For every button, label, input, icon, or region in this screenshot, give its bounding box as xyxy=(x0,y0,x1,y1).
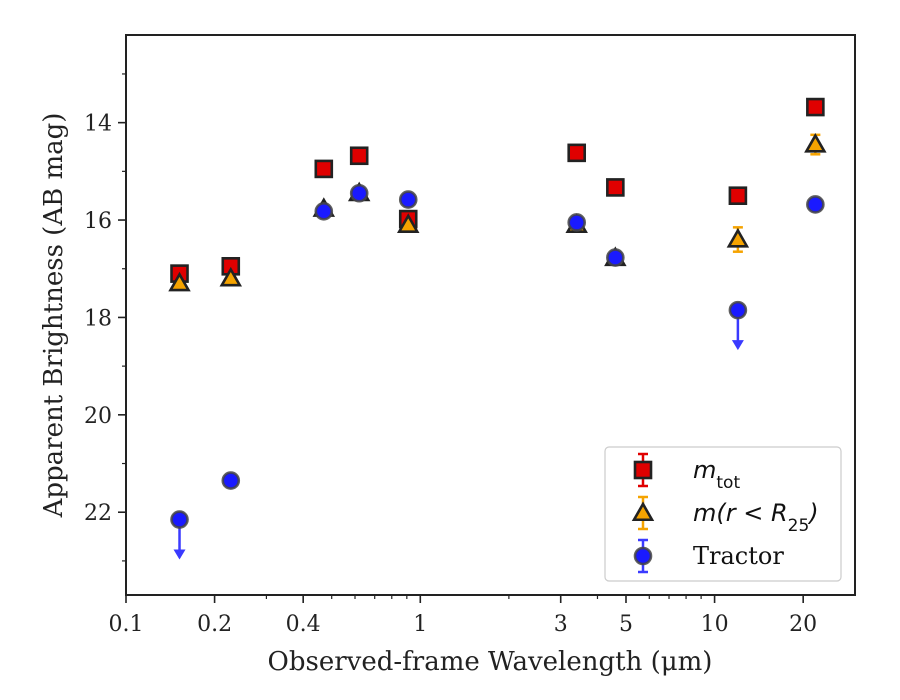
plot-marks xyxy=(168,97,827,560)
upper-limit-arrowhead xyxy=(731,340,744,351)
data-point xyxy=(726,226,750,253)
square-marker xyxy=(806,97,825,117)
triangle-marker xyxy=(631,501,655,522)
data-point xyxy=(349,146,369,166)
triangle-marker xyxy=(726,227,750,248)
circle-marker xyxy=(398,190,418,209)
data-point xyxy=(168,271,191,292)
circle-marker xyxy=(567,213,587,232)
legend: mtot m(r < R25) Tractor xyxy=(604,446,842,582)
y-axis-title: Apparent Brightness (AB mag) xyxy=(39,113,69,519)
circle-marker xyxy=(314,201,334,221)
data-point xyxy=(398,190,418,209)
legend-label: Tractor xyxy=(693,542,784,570)
data-point xyxy=(606,178,625,197)
data-point xyxy=(728,186,748,205)
square-marker xyxy=(567,143,587,163)
x-axis: 0.1 0.2 0.4 1 3 5 10 20 xyxy=(109,595,817,637)
data-point xyxy=(567,143,587,163)
square-marker xyxy=(633,460,653,480)
circle-marker xyxy=(221,471,241,490)
data-point xyxy=(219,266,243,287)
square-marker xyxy=(728,186,748,205)
x-tick-label: 5 xyxy=(619,612,633,637)
circle-marker xyxy=(728,300,748,320)
data-point xyxy=(806,195,825,214)
circle-marker xyxy=(170,510,189,529)
triangle-marker xyxy=(168,271,191,292)
legend-label: mtot xyxy=(693,456,740,493)
circle-marker xyxy=(349,183,369,203)
triangle-marker xyxy=(396,213,420,233)
x-tick-label: 1 xyxy=(413,612,427,637)
y-tick-label: 20 xyxy=(84,404,112,429)
data-point xyxy=(606,248,625,267)
data-point xyxy=(567,213,587,232)
legend-box xyxy=(604,446,842,582)
x-tick-label: 0.4 xyxy=(286,612,321,637)
data-point xyxy=(221,471,241,490)
data-point xyxy=(314,159,334,179)
legend-label: m(r < R25) xyxy=(693,499,819,536)
x-tick-label: 0.1 xyxy=(109,612,144,637)
triangle-marker xyxy=(804,132,827,153)
circle-marker xyxy=(606,248,625,267)
axes-frame xyxy=(125,34,856,596)
x-tick-label: 3 xyxy=(554,612,568,637)
series-square xyxy=(170,97,825,283)
series-triangle xyxy=(168,132,827,292)
x-tick-label: 0.2 xyxy=(197,612,232,637)
y-tick-label: 16 xyxy=(84,209,112,234)
circle-marker xyxy=(806,195,825,214)
data-point xyxy=(349,183,369,203)
x-axis-title: Observed-frame Wavelength (μm) xyxy=(268,647,713,677)
y-tick-label: 14 xyxy=(84,112,112,137)
square-marker xyxy=(606,178,625,197)
legend-entry: Tractor xyxy=(633,538,784,574)
legend-entry: mtot xyxy=(633,452,740,493)
data-point xyxy=(806,97,825,117)
data-point xyxy=(314,201,334,221)
upper-limit-arrowhead xyxy=(173,549,186,560)
circle-marker xyxy=(633,546,653,566)
data-point xyxy=(170,510,189,560)
data-point xyxy=(728,300,748,351)
legend-entry: m(r < R25) xyxy=(631,495,819,536)
series-circle xyxy=(170,183,825,560)
square-marker xyxy=(314,159,334,179)
square-marker xyxy=(349,146,369,166)
y-tick-label: 22 xyxy=(84,501,112,526)
data-point xyxy=(804,132,827,156)
x-tick-label: 20 xyxy=(789,612,817,637)
y-tick-label: 18 xyxy=(84,306,112,331)
triangle-marker xyxy=(219,266,243,287)
y-axis: 14 16 18 20 22 xyxy=(84,73,126,562)
data-point xyxy=(396,213,420,233)
x-tick-label: 10 xyxy=(701,612,729,637)
